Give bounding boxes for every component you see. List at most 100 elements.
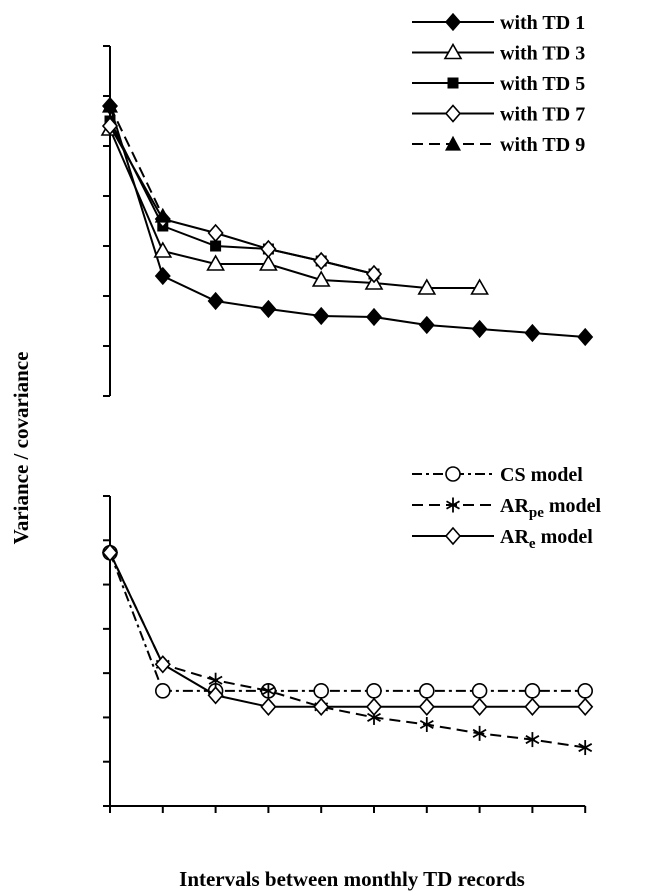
legend-entry: with TD 7	[412, 104, 585, 126]
legend-entry: with TD 9	[412, 134, 585, 156]
legend-marker	[443, 42, 463, 60]
legend-label-subscript: e	[529, 536, 536, 552]
data-point	[101, 116, 119, 136]
series-line	[109, 105, 586, 338]
data-point	[154, 655, 171, 674]
data-point	[260, 299, 277, 319]
series-line	[109, 125, 375, 275]
legend-entry: with TD 3	[412, 43, 585, 65]
data-point	[418, 697, 435, 717]
data-point	[154, 207, 171, 223]
legend-entry: with TD 1	[412, 12, 585, 34]
data-point	[471, 319, 488, 339]
panel-a: with TD 1 with TD 3 with TD 5 with TD 7 with…	[100, 12, 594, 397]
legend-label: with TD 3	[500, 43, 585, 65]
series-line	[109, 105, 164, 217]
data-point	[365, 264, 383, 284]
data-point	[472, 725, 487, 741]
legend-entry: with TD 5	[412, 73, 585, 95]
legend-entry: CS model	[412, 464, 583, 486]
legend-marker	[445, 466, 461, 482]
data-point	[366, 307, 382, 327]
data-point	[418, 315, 435, 335]
data-point	[524, 697, 541, 717]
data-point	[365, 697, 383, 717]
series-2	[104, 115, 380, 280]
data-point	[155, 683, 171, 699]
data-point	[471, 683, 488, 699]
legend-label-name: with TD 5	[500, 73, 585, 95]
y-axis-title: Variance / covariance	[9, 352, 33, 545]
data-point	[525, 732, 540, 748]
legend-label-name: AR	[500, 495, 529, 517]
series-2	[101, 543, 594, 717]
data-point	[577, 697, 594, 717]
data-point	[207, 686, 224, 705]
legend-label: CS model	[500, 464, 583, 486]
data-point	[313, 697, 330, 717]
series-line	[109, 552, 586, 749]
data-point	[101, 543, 119, 562]
legend-marker	[445, 12, 461, 32]
data-point	[418, 683, 435, 699]
data-point	[471, 697, 488, 717]
legend-marker	[444, 526, 462, 546]
data-point	[470, 278, 489, 295]
legend-marker	[446, 497, 460, 513]
legend-marker	[447, 77, 459, 89]
legend-label-name: with TD 9	[500, 134, 585, 156]
series-4	[101, 97, 171, 223]
legend-label-name: with TD 1	[500, 12, 585, 34]
legend-label-name: AR	[500, 526, 529, 548]
data-point	[313, 683, 330, 699]
data-point	[578, 740, 593, 756]
legend-label: with TD 7	[500, 104, 585, 126]
legend-entry: ARe model	[412, 526, 593, 552]
data-point	[207, 291, 224, 311]
legend-label: ARe model	[500, 526, 593, 552]
series-line	[109, 552, 586, 708]
series-1	[103, 545, 593, 756]
data-point	[417, 278, 437, 295]
data-point	[261, 683, 276, 699]
data-point	[153, 241, 173, 258]
data-point	[207, 223, 224, 243]
legend-label-name: CS model	[500, 464, 583, 486]
data-point	[313, 306, 330, 326]
legend-label-name: with TD 3	[500, 43, 585, 65]
legend-label-suffix: model	[544, 495, 602, 517]
legend-label: with TD 5	[500, 73, 585, 95]
data-point	[313, 251, 330, 271]
x-axis-title: Intervals between monthly TD records	[179, 867, 525, 891]
data-point	[259, 254, 278, 271]
series-0	[102, 544, 594, 699]
legend-marker	[444, 135, 462, 151]
data-point	[524, 683, 541, 699]
legend-label: with TD 9	[500, 134, 585, 156]
series-line	[109, 128, 480, 289]
series-3	[101, 116, 383, 284]
data-point	[577, 683, 594, 699]
data-point	[311, 270, 331, 287]
data-point	[260, 239, 277, 259]
legend-label-suffix: model	[536, 526, 594, 548]
legend-marker	[444, 104, 462, 123]
data-point	[260, 697, 277, 717]
data-point	[210, 240, 222, 252]
legend-label: ARpe model	[500, 495, 602, 521]
data-point	[101, 97, 119, 113]
data-point	[366, 683, 382, 699]
legend-entry: ARpe model	[412, 495, 602, 521]
series-line	[109, 552, 586, 692]
data-point	[154, 266, 171, 286]
data-point	[419, 717, 434, 733]
legend-label-subscript: pe	[529, 505, 544, 521]
legend-label: with TD 1	[500, 12, 585, 34]
data-point	[206, 254, 225, 271]
legend-label-name: with TD 7	[500, 104, 585, 126]
data-point	[577, 327, 594, 347]
data-point	[524, 323, 541, 343]
data-point	[208, 672, 223, 688]
